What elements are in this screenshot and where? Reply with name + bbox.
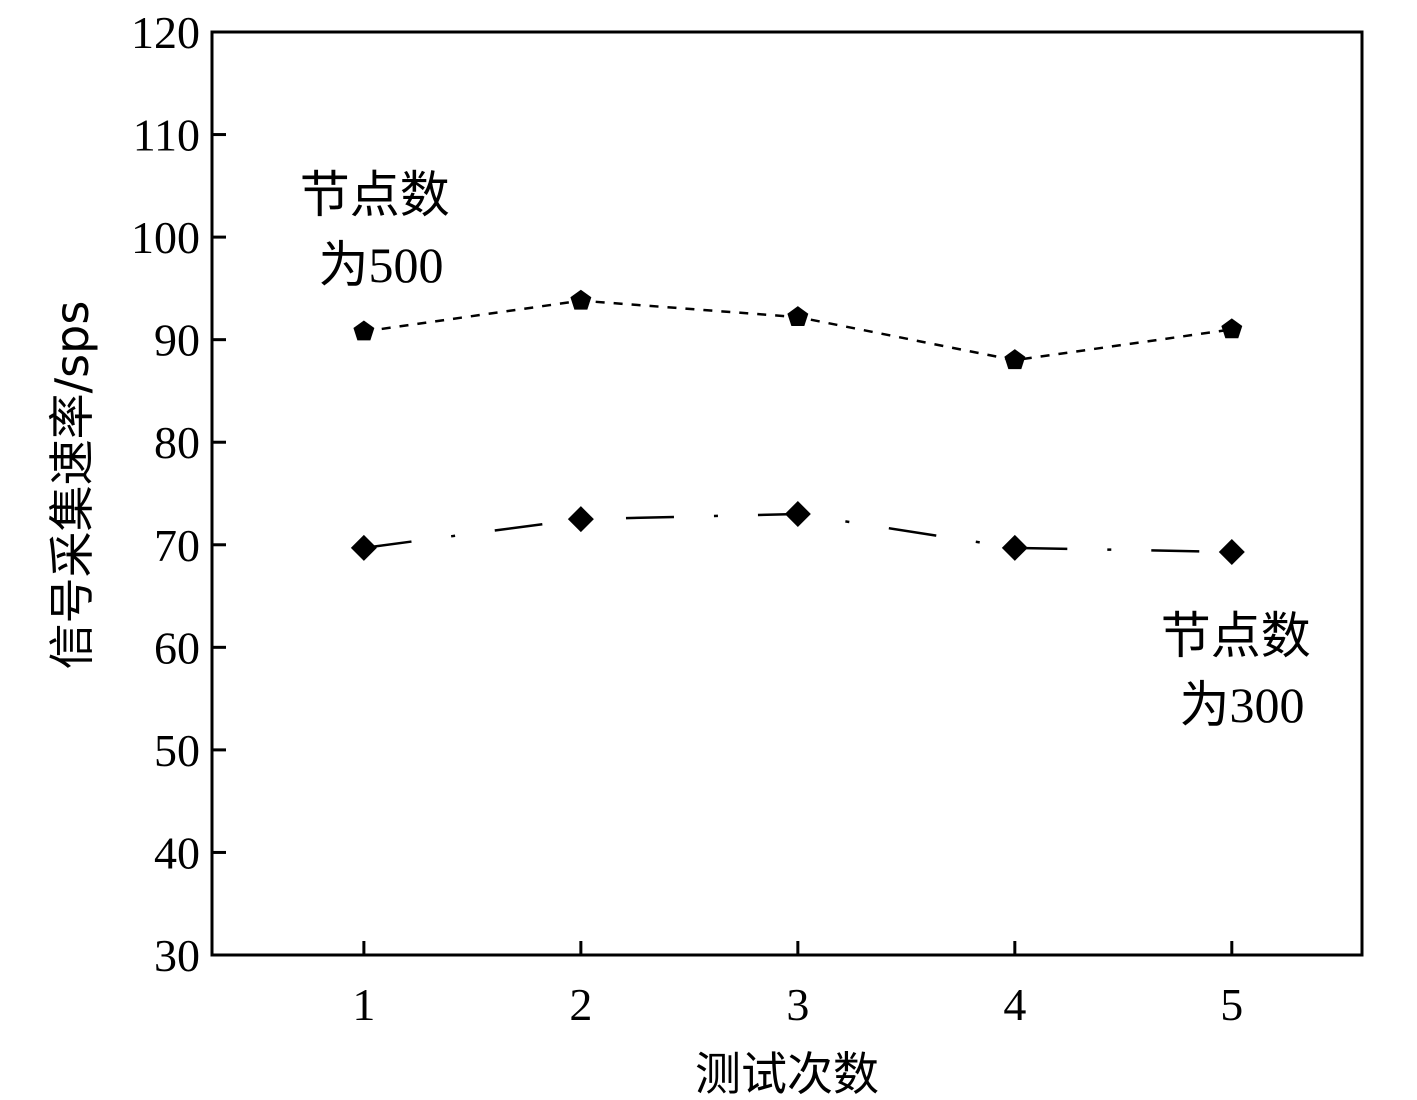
y-tick-label-70: 70 <box>154 520 200 571</box>
series-1-point-1 <box>350 534 377 561</box>
annotation-500: 节点数 为500 <box>300 167 463 293</box>
annotation-300: 节点数 为300 <box>1161 608 1324 733</box>
plot-frame <box>210 30 1364 957</box>
series-1-point-2 <box>567 506 594 533</box>
y-tick-label-110: 110 <box>133 110 200 161</box>
y-axis-title: 信号采集速率/sps <box>45 301 99 670</box>
x-tick-label-2: 2 <box>569 979 592 1030</box>
series-0-point-1 <box>353 320 375 341</box>
series-0-point-3 <box>787 306 809 326</box>
x-axis-title: 测试次数 <box>695 1047 879 1100</box>
y-tick-label-30: 30 <box>154 930 200 981</box>
y-tick-label-50: 50 <box>154 725 200 776</box>
series-0-point-4 <box>1004 349 1026 370</box>
y-tick-label-80: 80 <box>154 417 200 468</box>
x-tick-label-4: 4 <box>1003 979 1026 1030</box>
series-0-point-5 <box>1221 318 1243 339</box>
series-0-point-2 <box>570 289 592 310</box>
annotation-500-line1: 节点数 <box>300 167 450 223</box>
y-tick-label-90: 90 <box>154 315 200 366</box>
x-tick-label-3: 3 <box>786 979 809 1030</box>
y-tick-label-60: 60 <box>154 622 200 673</box>
x-axis: 1 2 3 4 5 <box>352 941 1243 1030</box>
series-layer <box>350 289 1245 565</box>
y-axis: 30 40 50 60 70 80 90 100 110 120 <box>131 7 226 981</box>
y-tick-label-100: 100 <box>131 212 200 263</box>
series-1-point-4 <box>1001 534 1028 561</box>
x-tick-label-1: 1 <box>352 979 375 1030</box>
annotation-300-line2: 为300 <box>1180 677 1305 733</box>
y-tick-label-120: 120 <box>131 7 200 58</box>
y-tick-label-40: 40 <box>154 827 200 878</box>
annotation-300-line1: 节点数 <box>1161 608 1311 664</box>
series-1-point-3 <box>784 501 811 528</box>
annotation-500-line2: 为500 <box>319 237 444 293</box>
x-tick-label-5: 5 <box>1220 979 1243 1030</box>
series-1-point-5 <box>1218 538 1245 565</box>
